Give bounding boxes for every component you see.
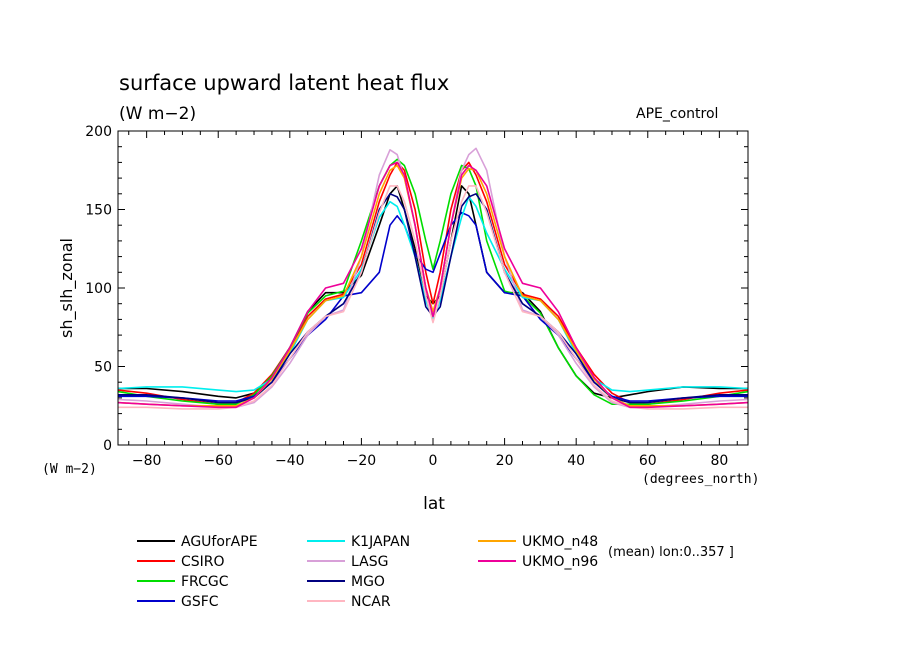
series-line-k1japan [117,196,749,393]
y-units-label: (W m−2) [42,462,97,477]
x-axis-label: lat [423,494,445,514]
plot-frame [117,130,749,446]
y-tick-label: 0 [103,438,112,454]
series-layer [117,147,749,410]
chart-units: (W m−2) [119,104,196,124]
x-tick-label: 0 [429,453,438,469]
legend-item-k1japan: K1JAPAN [307,534,410,550]
legend-item-lasg: LASG [307,554,388,570]
series-line-ukmo_n48 [117,164,749,407]
series-line-gsfc [118,211,748,402]
legend-item-ukmo_n96: UKMO_n96 [478,554,598,570]
x-tick-label: −40 [275,453,305,469]
chart-title: surface upward latent heat flux [119,71,449,95]
y-tick-label: 150 [85,203,112,219]
legend-item-csiro: CSIRO [137,554,225,570]
legend-label: CSIRO [181,554,225,570]
y-tick-label: 200 [85,124,112,140]
series-line-mgo [118,193,748,404]
x-units-label: (degrees_north) [642,472,759,487]
x-tick-label: −20 [347,453,377,469]
y-axis-label: sh_slh_zonal [57,238,77,338]
x-tick-label: 20 [496,453,514,469]
legend-item-ncar: NCAR [307,594,391,610]
legend-label: K1JAPAN [351,534,410,550]
legend-item-frcgc: FRCGC [137,574,229,590]
legend-label: UKMO_n96 [522,554,598,570]
x-tick-label: 80 [710,453,728,469]
series-line-lasg [117,147,749,409]
legend-label: GSFC [181,594,219,610]
y-tick-label: 100 [85,281,112,297]
legend: AGUforAPE CSIRO FRCGC GSFC K1JAPAN LASG MGO NCA… [137,534,598,610]
series-line-ukmo_n96 [117,161,749,409]
series-line-ncar [118,185,748,410]
averaging-note: (mean) lon:0..357 ] [608,545,734,560]
legend-label: UKMO_n48 [522,534,598,550]
experiment-label: APE_control [636,106,718,122]
legend-label: FRCGC [181,574,229,590]
legend-item-ukmo_n48: UKMO_n48 [478,534,598,550]
legend-label: AGUforAPE [181,534,258,550]
legend-label: LASG [351,554,388,570]
ticks-layer: −80 −60 −40 −20 0 20 40 60 80 0 50 100 150 200 [85,124,748,469]
legend-label: NCAR [351,594,391,610]
series-line-csiro [117,161,749,406]
legend-item-aguforape: AGUforAPE [137,534,258,550]
legend-item-mgo: MGO [307,574,385,590]
x-tick-label: −60 [203,453,233,469]
legend-label: MGO [351,574,385,590]
x-tick-label: 60 [639,453,657,469]
x-tick-label: −80 [132,453,162,469]
legend-item-gsfc: GSFC [137,594,219,610]
series-line-aguforape [118,185,748,399]
series-line-frcgc [117,158,749,406]
x-tick-label: 40 [567,453,585,469]
y-tick-label: 50 [94,360,112,376]
